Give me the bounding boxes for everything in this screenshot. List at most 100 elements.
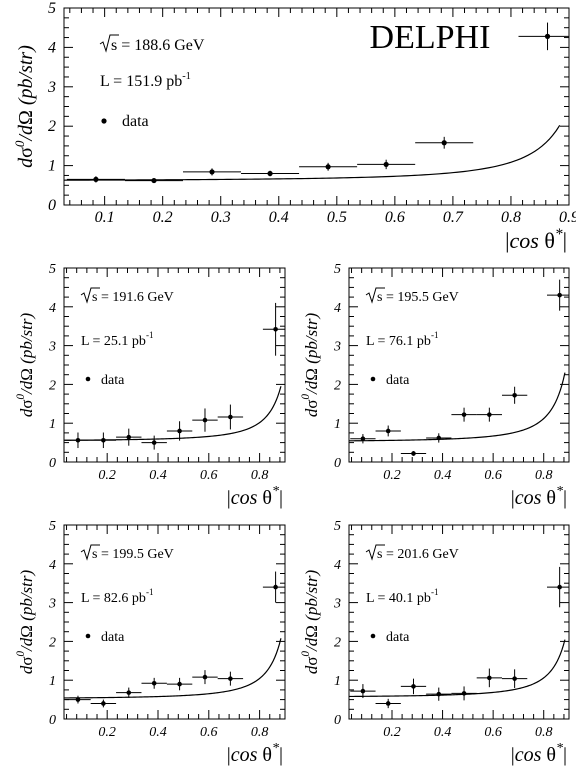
legend-label: data <box>386 630 410 645</box>
y-tick-label: 2 <box>49 378 56 393</box>
panel-5: 0 1 2 3 4 5 0.2 0.4 0.6 0.8 dσ0/dΩ (pb/str) |cos θ*… <box>300 519 570 766</box>
data-marker <box>360 688 366 694</box>
data-point <box>375 425 401 437</box>
data-marker <box>557 292 562 298</box>
data-point <box>262 571 285 603</box>
data-point <box>415 136 474 149</box>
y-tick-label: 0 <box>49 713 56 728</box>
data-point <box>476 407 502 422</box>
data-marker <box>436 435 442 441</box>
y-tick-label: 3 <box>47 79 56 96</box>
luminosity-label: L = 40.1 pb-1 <box>366 587 439 606</box>
data-marker <box>385 428 391 434</box>
data-marker <box>202 674 208 680</box>
x-tick-label: 0.2 <box>383 468 401 483</box>
data-point <box>262 302 285 356</box>
data-marker <box>487 675 492 681</box>
y-tick-label: 1 <box>48 158 56 175</box>
data-point <box>400 678 427 695</box>
data-point <box>451 686 477 701</box>
y-tick-label: 5 <box>334 519 341 534</box>
data-marker <box>273 327 278 332</box>
x-axis-label: |cos θ*| <box>505 226 567 253</box>
x-tick-label: 0.6 <box>484 725 502 740</box>
data-marker <box>126 690 132 695</box>
sqrt-s-label: s = 188.6 GeV <box>111 37 205 54</box>
data-point <box>141 677 167 689</box>
y-tick-label: 4 <box>334 558 341 573</box>
x-tick-label: 0.6 <box>385 209 405 226</box>
y-tick-label: 1 <box>49 417 56 432</box>
x-tick-label: 0.6 <box>200 468 218 483</box>
x-tick-label: 0.2 <box>153 209 173 226</box>
data-point <box>166 421 193 441</box>
y-tick-label: 3 <box>48 340 56 355</box>
sqrt-symbol <box>80 544 100 561</box>
x-tick-label: 0.8 <box>501 209 521 226</box>
data-marker <box>228 414 233 420</box>
experiment-label: DELPHI <box>370 19 491 56</box>
data-marker <box>512 392 517 398</box>
data-marker <box>544 33 551 39</box>
y-tick-label: 2 <box>334 635 341 650</box>
data-marker <box>151 681 157 686</box>
legend-label: data <box>386 373 410 388</box>
fit-curve <box>348 639 566 698</box>
x-tick-label: 0.4 <box>149 468 167 483</box>
data-marker <box>93 176 99 182</box>
y-axis-label: dσ0/dΩ (pb/str) <box>15 569 36 674</box>
data-point <box>65 695 91 704</box>
x-tick-label: 0.2 <box>98 725 116 740</box>
x-tick-label: 0.6 <box>484 468 502 483</box>
data-marker <box>487 412 492 417</box>
legend-marker <box>85 376 91 382</box>
data-point <box>116 428 142 446</box>
y-tick-label: 5 <box>48 0 56 17</box>
data-marker <box>267 170 273 177</box>
data-point <box>299 162 358 171</box>
x-tick-label: 0.7 <box>443 209 464 226</box>
legend-label: data <box>101 373 125 388</box>
data-point <box>192 670 218 685</box>
data-point <box>66 176 125 183</box>
legend-marker <box>85 633 91 639</box>
data-marker <box>101 437 106 443</box>
y-tick-label: 0 <box>334 456 341 471</box>
data-marker <box>557 584 562 590</box>
y-tick-label: 5 <box>49 262 56 277</box>
data-point <box>116 687 142 698</box>
legend-label: data <box>101 630 125 645</box>
x-axis-label: |cos θ*| <box>511 484 567 509</box>
data-point <box>357 159 416 170</box>
x-tick-label: 0.3 <box>211 209 231 226</box>
sqrt-s-label: s = 201.6 GeV <box>377 547 459 562</box>
data-point <box>426 433 452 443</box>
y-tick-label: 2 <box>334 378 341 393</box>
x-axis-label: |cos θ*| <box>511 741 567 766</box>
luminosity-label: L = 76.1 pb-1 <box>366 330 439 349</box>
x-tick-label: 0.4 <box>434 725 452 740</box>
x-tick-label: 0.1 <box>95 209 115 226</box>
sqrt-symbol <box>99 34 119 53</box>
data-point <box>501 386 528 404</box>
x-tick-label: 0.9 <box>559 209 576 226</box>
y-tick-label: 4 <box>48 39 56 56</box>
y-axis-label: dσ0/dΩ (pb/str) <box>300 312 321 417</box>
data-marker <box>411 684 416 689</box>
data-marker <box>325 164 331 170</box>
data-point <box>350 434 376 444</box>
y-tick-label: 5 <box>49 519 56 534</box>
data-point <box>166 677 193 691</box>
x-tick-label: 0.8 <box>535 725 553 740</box>
x-axis-label: |cos θ*| <box>227 484 283 509</box>
data-point <box>141 435 167 450</box>
y-axis-label: dσ0/dΩ (pb/str) <box>12 45 37 168</box>
data-point <box>451 407 477 422</box>
fit-curve <box>63 638 282 699</box>
data-point <box>518 22 569 51</box>
data-point <box>375 698 401 709</box>
y-tick-label: 4 <box>49 558 56 573</box>
data-point <box>547 566 569 608</box>
data-point <box>501 669 528 688</box>
